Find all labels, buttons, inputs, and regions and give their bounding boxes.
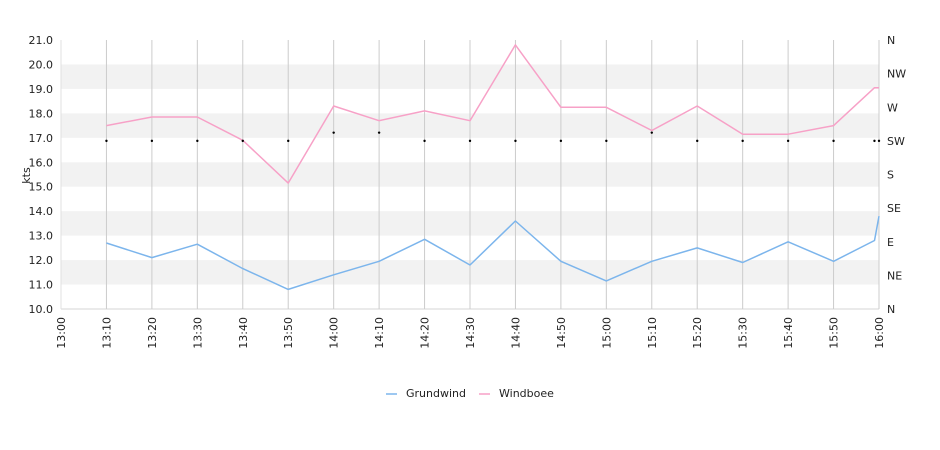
x-tick-label: 15:50 [828, 317, 841, 349]
y-tick-label: 20.0 [29, 58, 54, 71]
right-axis-label: SW [887, 135, 905, 148]
right-axis-label: NE [887, 269, 902, 282]
y-tick-label: 21.0 [29, 34, 54, 47]
direction-point [196, 139, 199, 143]
direction-point [468, 139, 472, 143]
direction-point [832, 139, 835, 143]
y-tick-label: 10.0 [29, 303, 54, 316]
x-tick-label: 15:00 [600, 317, 613, 349]
x-axis-ticks: 13:00 13:10 13:20 13:30 13:40 13:50 14:00 14:10… [55, 317, 886, 349]
right-axis-label: N [887, 303, 895, 316]
x-tick-label: 13:20 [146, 317, 159, 349]
x-tick-label: 15:20 [691, 317, 704, 349]
x-tick-label: 14:30 [464, 317, 477, 349]
direction-point [150, 139, 154, 143]
direction-point [423, 139, 426, 143]
y-tick-label: 12.0 [29, 254, 54, 267]
direction-point [332, 131, 335, 134]
legend-item-windboee[interactable]: Windboee [479, 387, 554, 400]
y-axis-ticks: 10.0 11.0 12.0 13.0 14.0 15.0 16.0 17.0 18.0 19.0… [29, 34, 54, 316]
right-axis-label: S [887, 169, 894, 182]
legend-label: Windboee [499, 387, 554, 400]
x-tick-label: 13:40 [237, 317, 250, 349]
x-tick-label: 15:40 [782, 317, 795, 349]
y-axis-label: kts [20, 167, 33, 184]
x-tick-label: 14:40 [509, 317, 522, 349]
direction-point [650, 131, 653, 134]
legend-label: Grundwind [406, 387, 466, 400]
y-tick-label: 18.0 [29, 107, 54, 120]
right-axis-label: E [887, 236, 894, 249]
direction-point [514, 139, 517, 143]
x-tick-label: 14:00 [328, 317, 341, 349]
direction-point [873, 139, 876, 143]
direction-point [696, 139, 699, 143]
x-tick-label: 14:20 [419, 317, 432, 349]
direction-point [877, 139, 881, 143]
legend[interactable]: Grundwind Windboee [386, 387, 554, 400]
x-tick-label: 16:00 [873, 317, 886, 349]
direction-points [105, 131, 881, 143]
direction-point [241, 139, 244, 143]
y-tick-label: 11.0 [29, 279, 54, 292]
y-tick-label: 19.0 [29, 83, 54, 96]
direction-point [377, 131, 381, 134]
direction-point [741, 139, 744, 143]
y-tick-label: 13.0 [29, 230, 54, 243]
y-tick-label: 16.0 [29, 156, 54, 169]
series-line-grundwind [106, 215, 880, 291]
y-tick-label: 15.0 [29, 181, 54, 194]
right-axis-label: N [887, 34, 895, 47]
x-tick-label: 15:10 [646, 317, 659, 349]
y-tick-label: 17.0 [29, 132, 54, 145]
x-tick-label: 14:50 [555, 317, 568, 349]
x-tick-label: 13:30 [191, 317, 204, 349]
x-tick-label: 13:00 [55, 317, 68, 349]
right-axis-ticks: N NE E SE S SW W NW N [887, 34, 906, 316]
vertical-gridlines [105, 40, 880, 309]
x-tick-label: 14:10 [373, 317, 386, 349]
x-tick-label: 15:30 [737, 317, 750, 349]
y-tick-label: 14.0 [29, 205, 54, 218]
direction-point [605, 139, 608, 143]
direction-point [105, 139, 108, 143]
direction-point [559, 139, 563, 143]
right-axis-label: SE [887, 202, 901, 215]
right-axis-label: W [887, 101, 898, 114]
direction-point [287, 139, 290, 143]
direction-point [786, 139, 790, 143]
x-tick-label: 13:50 [282, 317, 295, 349]
legend-item-grundwind[interactable]: Grundwind [386, 387, 466, 400]
x-tick-label: 13:10 [100, 317, 113, 349]
right-axis-label: NW [887, 68, 906, 81]
